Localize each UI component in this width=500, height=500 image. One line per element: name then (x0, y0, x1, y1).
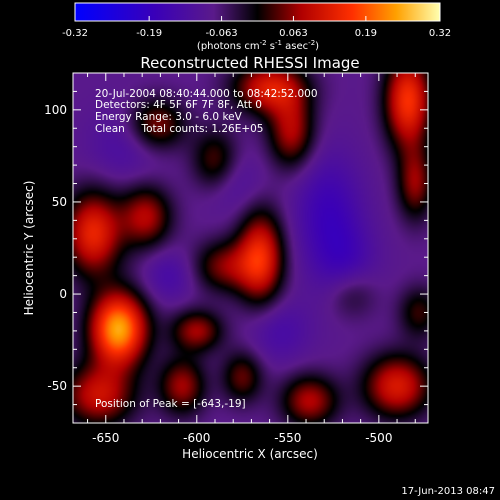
x-tick-label: -650 (92, 431, 119, 445)
peak-position-label: Position of Peak = [-643,-19] (95, 398, 246, 410)
y-axis: -50 0 50 100 (44, 90, 428, 406)
colorbar-ticks: -0.32 -0.19 -0.063 0.063 0.19 0.32 (62, 16, 451, 39)
colorbar-tick-label: -0.32 (62, 28, 88, 39)
colorbar-tick-label: 0.19 (355, 28, 377, 39)
colorbar-tick-label: 0.32 (429, 28, 451, 39)
x-axis-label: Heliocentric X (arcsec) (182, 447, 318, 461)
colorbar-gradient (74, 2, 441, 22)
info-line-time: 20-Jul-2004 08:40:44.000 to 08:42:52.000 (95, 88, 318, 100)
colorbar-tick-label: 0.063 (279, 28, 308, 39)
info-line-energy: Energy Range: 3.0 - 6.0 keV (95, 111, 243, 123)
y-axis-label: Heliocentric Y (arcsec) (22, 181, 36, 316)
info-line-counts: Clean Total counts: 1.26E+05 (95, 123, 264, 135)
y-tick-label: 100 (44, 103, 67, 117)
x-axis: -650 -600 -550 -500 (87, 73, 416, 445)
colorbar: -0.32 -0.19 -0.063 0.063 0.19 0.32 (photons c… (62, 2, 451, 52)
plot-frame (72, 72, 429, 424)
y-tick-label: 0 (59, 287, 67, 301)
chart-title: Reconstructed RHESSI Image (140, 54, 359, 72)
y-tick-label: -50 (47, 379, 67, 393)
colorbar-tick-label: -0.063 (205, 28, 237, 39)
x-tick-label: -550 (274, 431, 301, 445)
plot-area (73, 73, 428, 423)
observation-info: 20-Jul-2004 08:40:44.000 to 08:42:52.000… (95, 88, 318, 410)
heatmap-image (73, 73, 428, 423)
x-tick-label: -600 (183, 431, 210, 445)
colorbar-unit-label: (photons cm-2 s-1 asec-2) (197, 39, 319, 52)
y-tick-label: 50 (52, 195, 67, 209)
timestamp: 17-Jun-2013 08:47 (401, 486, 495, 497)
x-tick-label: -500 (365, 431, 392, 445)
colorbar-tick-label: -0.19 (136, 28, 162, 39)
info-line-detectors: Detectors: 4F 5F 6F 7F 8F, Att 0 (95, 99, 262, 111)
